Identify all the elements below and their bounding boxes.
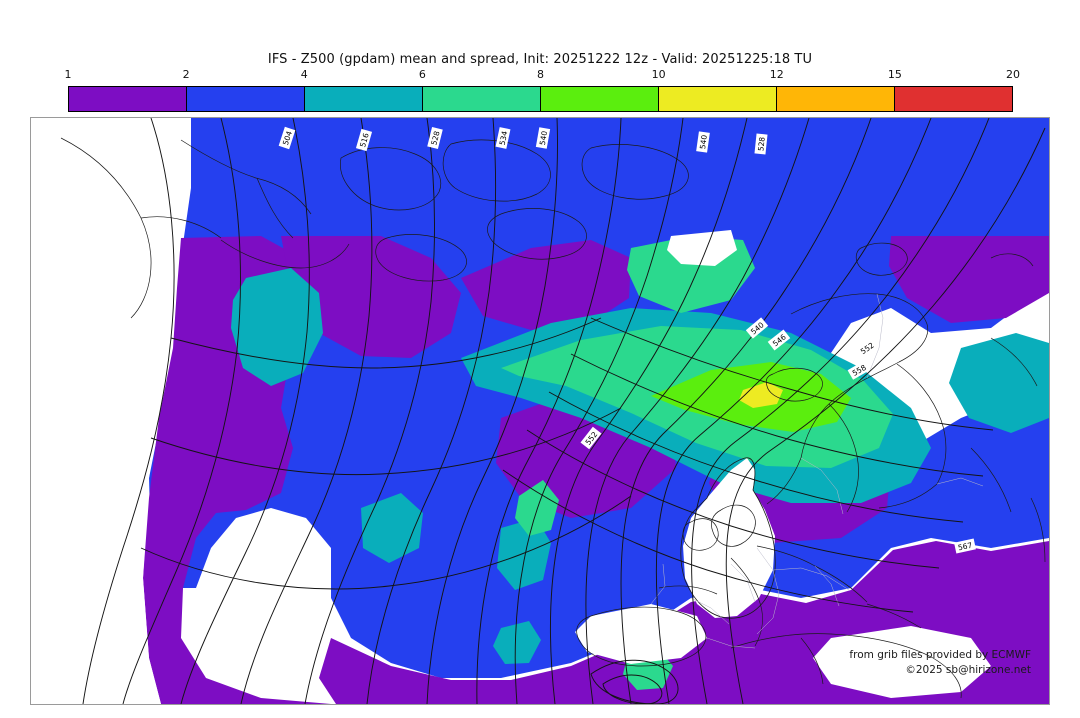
north-gap-mask [667,230,737,266]
colorbar-segment-2-4 [187,87,305,111]
isoline-label: 540 [698,134,709,150]
colorbar-tick-10: 10 [651,68,666,81]
border-layer [650,293,984,649]
africa-mask [813,626,991,698]
colorbar-tick-labels: 1 2 4 6 8 10 12 15 20 [64,68,1021,84]
fill-band-purple-ne [889,236,1049,323]
colorbar-tick-2: 2 [182,68,190,81]
map-layers: 504 516 528 534 [31,118,1049,704]
colorbar-tick-8: 8 [537,68,544,81]
attribution: from grib files provided by ECMWF ©2025 … [849,648,1031,678]
isoline-labels: 504 516 528 534 [278,126,976,554]
colorbar-tick-1: 1 [64,68,72,81]
attribution-copyright: ©2025 sb@hirizone.net [905,663,1031,676]
colorbar-tick-4: 4 [300,68,308,81]
greenland-mask [683,458,775,618]
colorbar-tick-15: 15 [887,68,902,81]
fill-band-green-small [515,480,559,536]
fill-band-teal-small3 [493,621,541,664]
map-canvas: 504 516 528 534 [31,118,1049,704]
colorbar-tick-20: 20 [1006,68,1020,81]
colorbar-segments [68,86,1013,112]
spread-fill-layer [143,118,1049,704]
colorbar-segment-1-2 [69,87,187,111]
isoline-label: 528 [756,136,766,151]
colorbar-segment-10-12 [659,87,777,111]
isoline-label: 567 [957,541,973,553]
colorbar-tick-12: 12 [769,68,784,81]
isoline-label: 528 [429,130,441,146]
fill-band-teal-east [949,333,1049,433]
map-panel[interactable]: 504 516 528 534 [30,117,1050,705]
colorbar-tick-6: 6 [418,68,426,81]
isoline-label: 504 [281,130,294,147]
colorbar-segment-6-8 [423,87,541,111]
iberia-mask [575,604,707,664]
isoline-label: 516 [358,132,371,148]
fill-band-yellow [739,382,783,408]
colorbar-segment-4-6 [305,87,423,111]
attribution-source: from grib files provided by ECMWF [849,648,1031,661]
fill-band-purple-north2 [461,240,631,330]
isoline-layer [82,118,1046,704]
colorbar-segment-12-15 [777,87,895,111]
fill-band-purple-north1 [281,236,461,358]
chart-title: IFS - Z500 (gpdam) mean and spread, Init… [267,52,813,67]
colorbar: 1 2 4 6 8 10 12 15 20 [65,68,1020,112]
colorbar-segment-8-10 [541,87,659,111]
colorbar-segment-15-20 [895,87,1012,111]
isoline-label: 534 [498,130,510,146]
fill-band-teal-small2 [497,518,551,590]
isoline-label: 540 [538,130,549,146]
